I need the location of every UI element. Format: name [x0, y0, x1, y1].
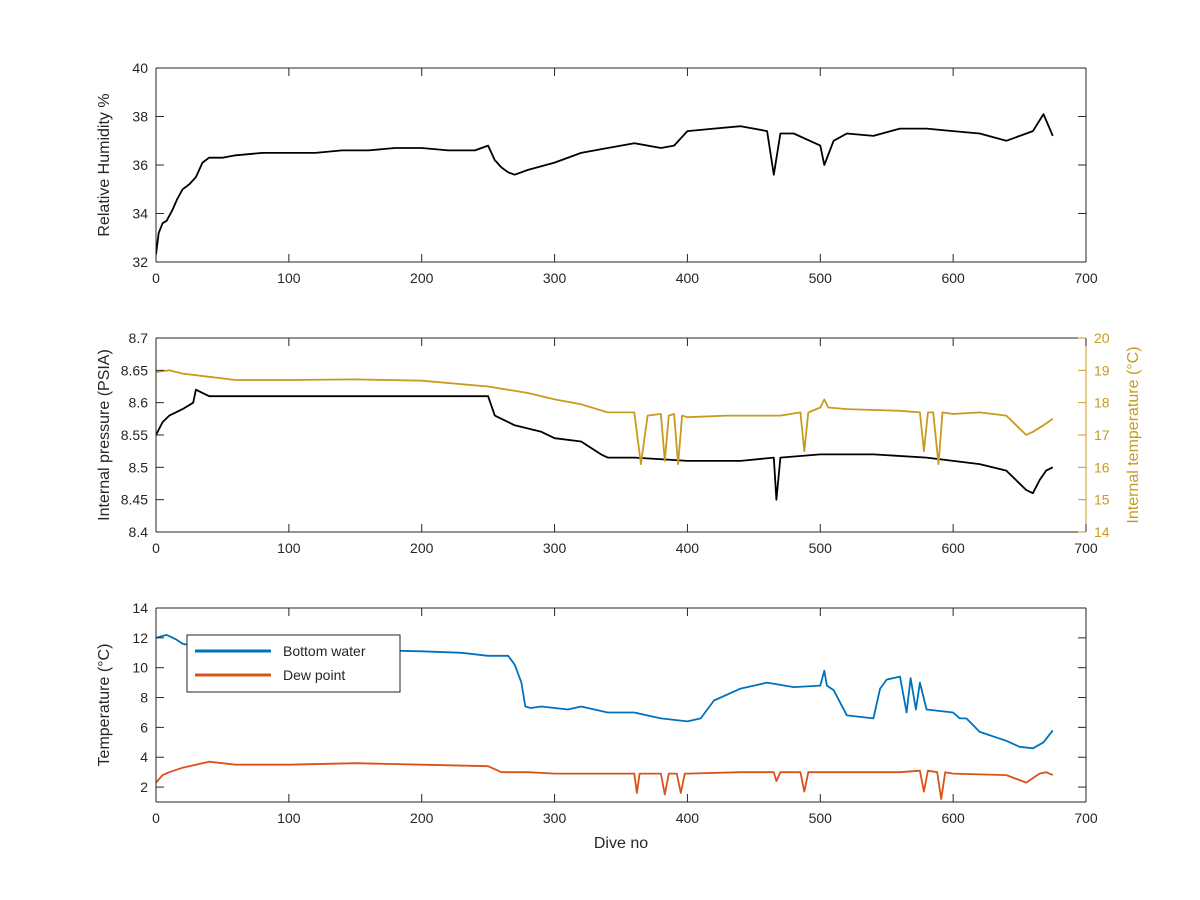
y-tick-label: 8.45 — [121, 492, 148, 508]
y-tick-label: 2 — [140, 779, 148, 795]
x-tick-label: 100 — [277, 540, 301, 556]
x-tick-label: 400 — [676, 810, 700, 826]
series-line-bottom-water — [156, 634, 1054, 750]
legend-box — [186, 634, 401, 693]
x-tick-label: 600 — [941, 270, 965, 286]
series-line-1 — [156, 113, 1054, 255]
x-tick-label: 700 — [1074, 270, 1098, 286]
x-tick-label: 100 — [277, 810, 301, 826]
y2-tick-label: 16 — [1094, 459, 1110, 475]
y2-axis-label: Internal temperature (°C) — [1125, 346, 1142, 523]
x-tick-label: 0 — [152, 270, 160, 286]
x-tick-label: 100 — [277, 270, 301, 286]
x-tick-label: 700 — [1074, 810, 1098, 826]
y2-tick-label: 19 — [1094, 362, 1110, 378]
y-axis-label: Relative Humidity % — [96, 93, 113, 236]
x-axis-label: Dive no — [594, 835, 648, 852]
y-tick-label: 32 — [132, 254, 148, 270]
x-tick-label: 400 — [676, 270, 700, 286]
panel-3: 0 100 200 300 400 500 600 700 2 4 6 8 10 12 14 Temperat… — [96, 600, 1098, 852]
y-tick-label: 14 — [132, 600, 148, 616]
legend-label: Bottom water — [283, 643, 366, 659]
y-tick-label: 8.55 — [121, 427, 148, 443]
x-tick-label: 300 — [543, 810, 567, 826]
plot-area — [156, 68, 1086, 262]
series-group — [156, 369, 1054, 501]
x-tick-label: 300 — [543, 540, 567, 556]
x-tick-label: 200 — [410, 270, 434, 286]
y2-tick-label: 14 — [1094, 524, 1110, 540]
x-tick-label: 700 — [1074, 540, 1098, 556]
y2-tick-label: 18 — [1094, 395, 1110, 411]
x-tick-label: 0 — [152, 810, 160, 826]
y-tick-label: 38 — [132, 109, 148, 125]
legend: Bottom water Dew point — [186, 634, 401, 693]
series-group — [156, 634, 1054, 800]
y-tick-label: 40 — [132, 60, 148, 76]
x-tick-label: 500 — [809, 270, 833, 286]
x-tick-label: 600 — [941, 810, 965, 826]
series-line-2 — [156, 369, 1054, 466]
legend-label: Dew point — [283, 667, 345, 683]
y-tick-label: 8.6 — [129, 395, 149, 411]
series-line-1 — [156, 388, 1054, 501]
x-tick-label: 0 — [152, 540, 160, 556]
y-axis-label: Internal pressure (PSIA) — [96, 349, 113, 521]
series-group — [156, 113, 1054, 255]
y-axis-label: Temperature (°C) — [96, 644, 113, 767]
y-tick-label: 36 — [132, 157, 148, 173]
y-tick-label: 4 — [140, 749, 148, 765]
x-tick-label: 300 — [543, 270, 567, 286]
x-tick-label: 400 — [676, 540, 700, 556]
series-line-dew-point — [156, 760, 1054, 800]
y2-tick-label: 15 — [1094, 492, 1110, 508]
y-tick-label: 8.5 — [129, 459, 149, 475]
y-tick-label: 34 — [132, 206, 148, 222]
y2-tick-label: 17 — [1094, 427, 1110, 443]
y-tick-label: 10 — [132, 660, 148, 676]
x-tick-label: 500 — [809, 810, 833, 826]
x-tick-label: 200 — [410, 540, 434, 556]
panel-1: 0 100 200 300 400 500 600 700 32 34 36 38 40 Relative… — [96, 60, 1098, 286]
plot-area — [156, 338, 1086, 532]
y-tick-label: 8.4 — [129, 524, 149, 540]
x-tick-label: 600 — [941, 540, 965, 556]
x-tick-label: 200 — [410, 810, 434, 826]
y-tick-label: 12 — [132, 630, 148, 646]
y-tick-label: 8.7 — [129, 330, 149, 346]
x-tick-label: 500 — [809, 540, 833, 556]
panel-2: 0 100 200 300 400 500 600 700 8.4 8.45 8.5 8.55 8.6 8… — [96, 330, 1142, 556]
y2-tick-label: 20 — [1094, 330, 1110, 346]
y-tick-label: 8 — [140, 690, 148, 706]
y-tick-label: 6 — [140, 719, 148, 735]
y-tick-label: 8.65 — [121, 362, 148, 378]
